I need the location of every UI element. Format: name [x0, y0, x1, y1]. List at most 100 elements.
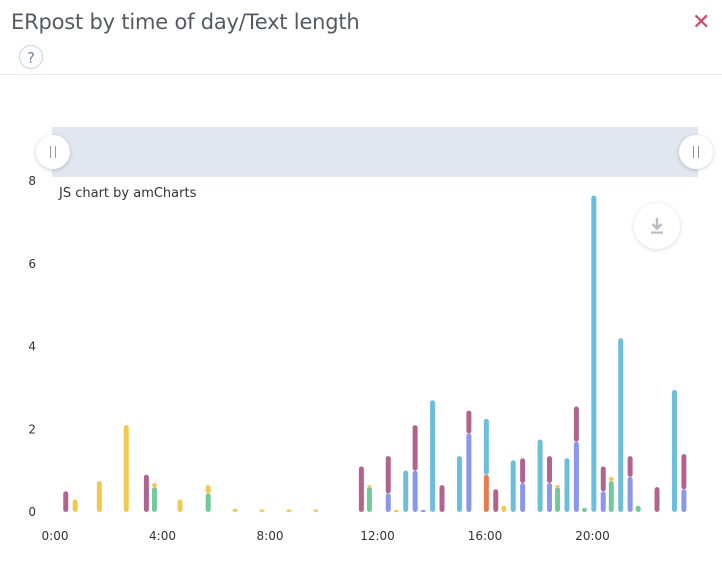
help-icon[interactable]: ?	[19, 45, 43, 69]
bar-segment[interactable]	[564, 458, 570, 512]
bar-segment[interactable]	[412, 470, 418, 512]
bar-segment[interactable]	[466, 410, 472, 434]
bar[interactable]	[456, 456, 462, 512]
bar-segment[interactable]	[63, 491, 69, 512]
bar-segment[interactable]	[547, 483, 552, 512]
bar[interactable]	[573, 406, 579, 512]
bar-segment[interactable]	[205, 493, 211, 512]
bar-segment[interactable]	[555, 485, 561, 488]
bar[interactable]	[466, 410, 472, 512]
bar[interactable]	[205, 485, 211, 512]
bar-segment[interactable]	[547, 456, 552, 484]
bar-segment[interactable]	[608, 476, 614, 481]
bar[interactable]	[393, 509, 399, 512]
bar[interactable]	[143, 474, 149, 512]
bar-segment[interactable]	[627, 456, 633, 477]
bar[interactable]	[286, 509, 292, 512]
chart-credit[interactable]: JS chart by amCharts	[59, 186, 197, 201]
bar-segment[interactable]	[420, 509, 426, 512]
download-button[interactable]	[634, 203, 680, 249]
bar-segment[interactable]	[358, 466, 364, 512]
bar-segment[interactable]	[385, 456, 391, 494]
bar-segment[interactable]	[581, 507, 587, 512]
bar-segment[interactable]	[143, 474, 149, 512]
bar[interactable]	[681, 454, 687, 512]
bar[interactable]	[96, 480, 102, 512]
bar[interactable]	[358, 466, 364, 512]
bar-segment[interactable]	[412, 425, 418, 471]
bar-segment[interactable]	[573, 441, 579, 512]
bar[interactable]	[420, 509, 426, 512]
bar-segment[interactable]	[72, 499, 78, 512]
bar[interactable]	[385, 456, 391, 512]
bar[interactable]	[403, 470, 409, 512]
bar[interactable]	[547, 456, 552, 512]
bar-segment[interactable]	[123, 425, 129, 512]
bar[interactable]	[537, 439, 543, 512]
bar[interactable]	[627, 456, 633, 512]
bar[interactable]	[232, 508, 238, 512]
bar[interactable]	[591, 195, 597, 512]
bar[interactable]	[520, 458, 526, 512]
bar-segment[interactable]	[520, 458, 526, 484]
bar-segment[interactable]	[393, 509, 399, 512]
close-icon[interactable]: ✕	[692, 10, 711, 35]
bar-segment[interactable]	[600, 466, 606, 492]
bar[interactable]	[483, 418, 489, 512]
bar-segment[interactable]	[385, 493, 391, 512]
bar[interactable]	[493, 489, 499, 512]
bar-segment[interactable]	[366, 485, 372, 488]
bar-segment[interactable]	[177, 499, 183, 512]
bar[interactable]	[439, 485, 445, 512]
bar-segment[interactable]	[493, 489, 499, 512]
bar-segment[interactable]	[627, 476, 633, 512]
bar[interactable]	[501, 505, 507, 512]
bar-segment[interactable]	[151, 487, 157, 512]
bar-segment[interactable]	[555, 487, 561, 512]
bar[interactable]	[313, 509, 319, 512]
bar-segment[interactable]	[654, 487, 660, 512]
bar-segment[interactable]	[635, 505, 641, 512]
bar-segment[interactable]	[232, 508, 238, 512]
bar[interactable]	[635, 505, 641, 512]
bar-segment[interactable]	[205, 485, 211, 494]
bar[interactable]	[608, 476, 614, 512]
bar-segment[interactable]	[618, 338, 624, 512]
bar[interactable]	[600, 466, 606, 512]
bar[interactable]	[177, 499, 183, 512]
bar-segment[interactable]	[313, 509, 319, 512]
bar[interactable]	[510, 460, 516, 512]
bar-segment[interactable]	[259, 509, 265, 512]
bar[interactable]	[430, 400, 436, 512]
bar[interactable]	[259, 509, 265, 512]
scrollbar-grip-start[interactable]	[36, 135, 70, 169]
bar-segment[interactable]	[430, 400, 436, 512]
scrollbar-grip-end[interactable]	[679, 135, 713, 169]
bar-segment[interactable]	[366, 487, 372, 512]
bar[interactable]	[412, 425, 418, 512]
bar[interactable]	[151, 483, 157, 512]
bar-segment[interactable]	[151, 483, 157, 488]
bar-segment[interactable]	[510, 460, 516, 512]
bar[interactable]	[671, 389, 677, 512]
bar-segment[interactable]	[591, 195, 597, 512]
bar-segment[interactable]	[681, 489, 687, 512]
bar[interactable]	[366, 485, 372, 512]
bar-segment[interactable]	[537, 439, 543, 512]
bar-segment[interactable]	[286, 509, 292, 512]
bar-segment[interactable]	[466, 433, 472, 512]
bar-segment[interactable]	[520, 483, 526, 512]
bar[interactable]	[618, 338, 624, 512]
bar-segment[interactable]	[681, 454, 687, 490]
bar-segment[interactable]	[608, 480, 614, 512]
bar-segment[interactable]	[439, 485, 445, 512]
bar[interactable]	[123, 425, 129, 512]
bar[interactable]	[72, 499, 78, 512]
bar[interactable]	[654, 487, 660, 512]
bar[interactable]	[555, 485, 561, 512]
bar[interactable]	[63, 491, 69, 512]
scrollbar-track[interactable]	[52, 127, 698, 177]
bar-segment[interactable]	[573, 406, 579, 442]
bar-segment[interactable]	[456, 456, 462, 512]
bar-segment[interactable]	[483, 418, 489, 475]
